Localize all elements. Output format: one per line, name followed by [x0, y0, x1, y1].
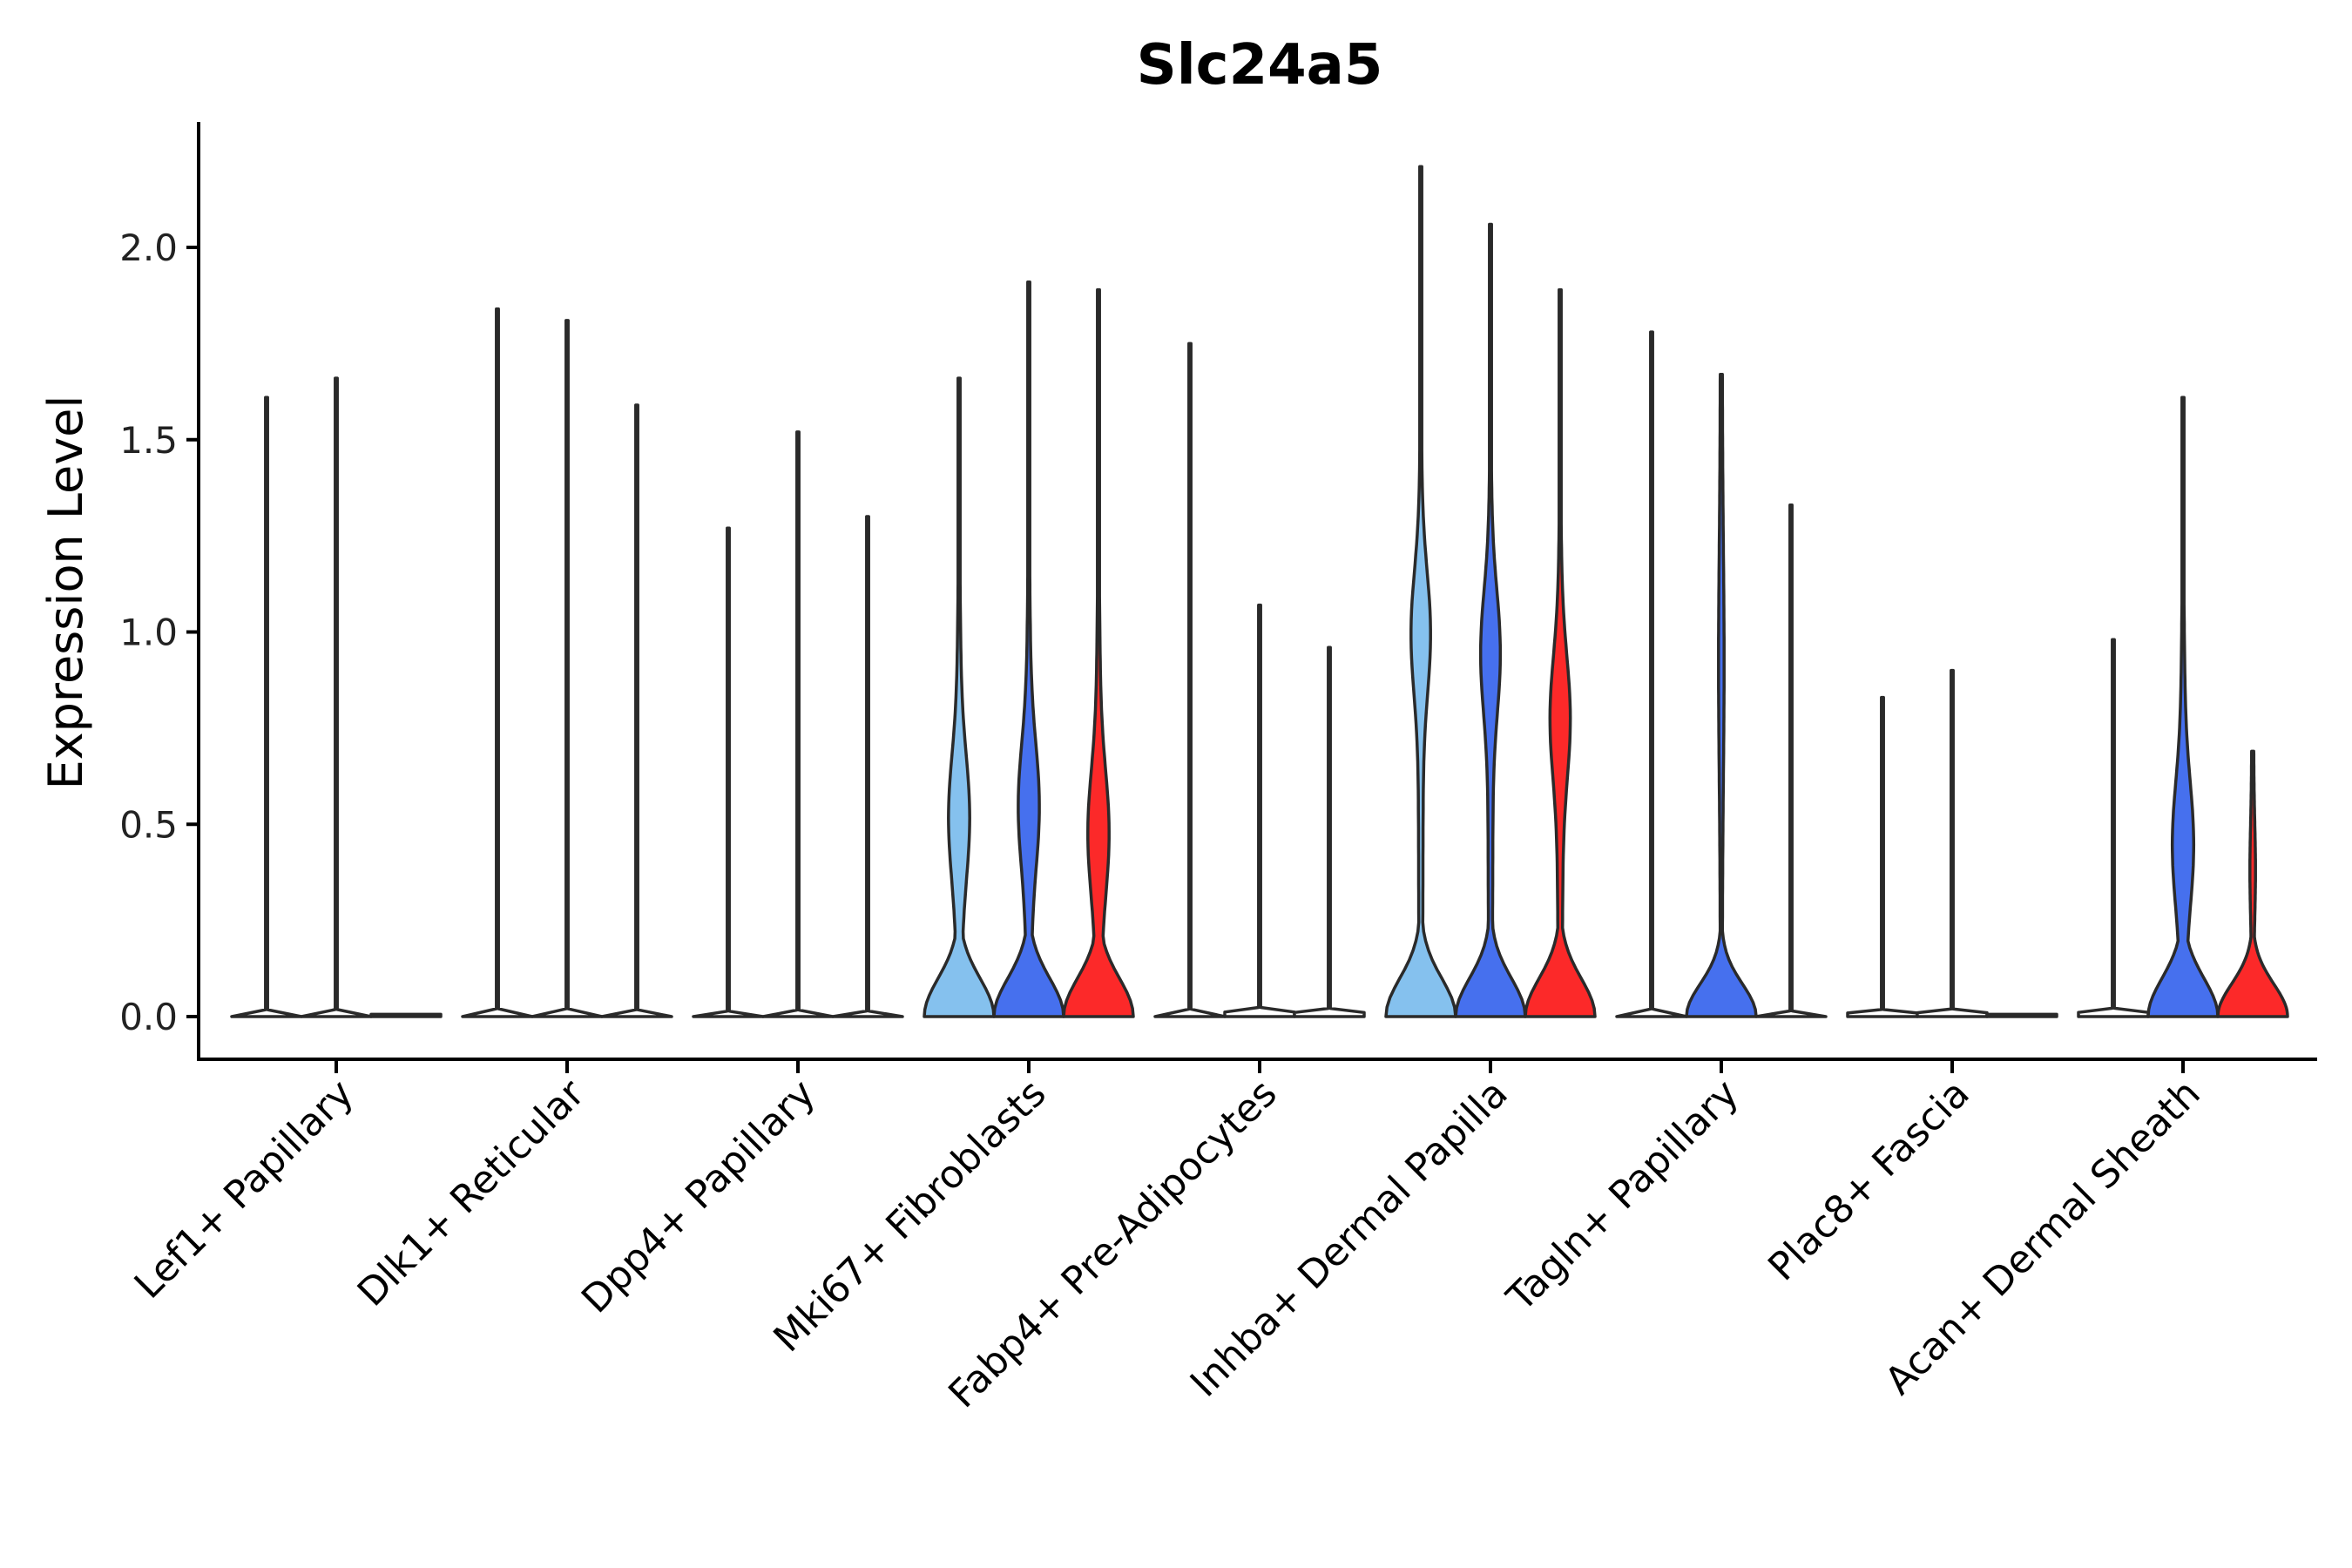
violin-7-2: [1985, 1012, 2058, 1018]
violin-6-1: [1685, 372, 1758, 1018]
violin-0-2: [369, 1012, 443, 1018]
x-tick-label: Dlk1+ Reticular: [349, 1071, 594, 1315]
violin-6-2: [1754, 504, 1828, 1018]
violin-8-1: [2146, 395, 2220, 1018]
y-tick-label: 0.0: [119, 996, 178, 1038]
y-axis-label: Expression Level: [38, 395, 93, 790]
y-tick-label: 0.5: [119, 803, 178, 846]
violin-0-0: [230, 395, 303, 1018]
violin-5-2: [1524, 287, 1597, 1018]
violin-2-2: [831, 515, 904, 1018]
y-ticks: 0.0 0.5 1.0 1.5 2.0: [119, 226, 199, 1038]
violin-4-0: [1153, 341, 1227, 1018]
violin-0-1: [300, 376, 373, 1018]
violin-5-0: [1384, 165, 1457, 1018]
x-tick-label: Dpp4+ Papillary: [573, 1071, 824, 1322]
y-tick-label: 1.5: [119, 419, 178, 462]
violin-3-1: [992, 280, 1065, 1018]
violin-7-0: [1846, 695, 1919, 1018]
violin-3-2: [1062, 287, 1135, 1018]
violin-3-0: [923, 376, 996, 1018]
violin-4-2: [1293, 645, 1366, 1018]
violin-4-1: [1223, 603, 1296, 1018]
violin-8-2: [2216, 749, 2289, 1018]
violin-2-1: [761, 430, 835, 1018]
chart-title: Slc24a5: [1137, 33, 1383, 98]
violin-5-1: [1454, 222, 1527, 1018]
violin-1-0: [461, 307, 534, 1018]
x-tick-label: Lef1+ Papillary: [126, 1071, 362, 1308]
axes: [197, 122, 2317, 1061]
violin-6-0: [1615, 330, 1688, 1018]
violin-7-1: [1916, 668, 1989, 1018]
x-tick-label: Tagln+ Papillary: [1498, 1071, 1747, 1321]
y-tick-label: 1.0: [119, 612, 178, 654]
violin-1-2: [600, 403, 673, 1018]
violin-2-0: [692, 526, 765, 1018]
violin-8-0: [2077, 638, 2150, 1018]
violins: [230, 165, 2289, 1018]
y-tick-label: 2.0: [119, 226, 178, 269]
violin-1-1: [531, 319, 604, 1018]
x-tick-label: Plac8+ Fascia: [1760, 1071, 1978, 1290]
